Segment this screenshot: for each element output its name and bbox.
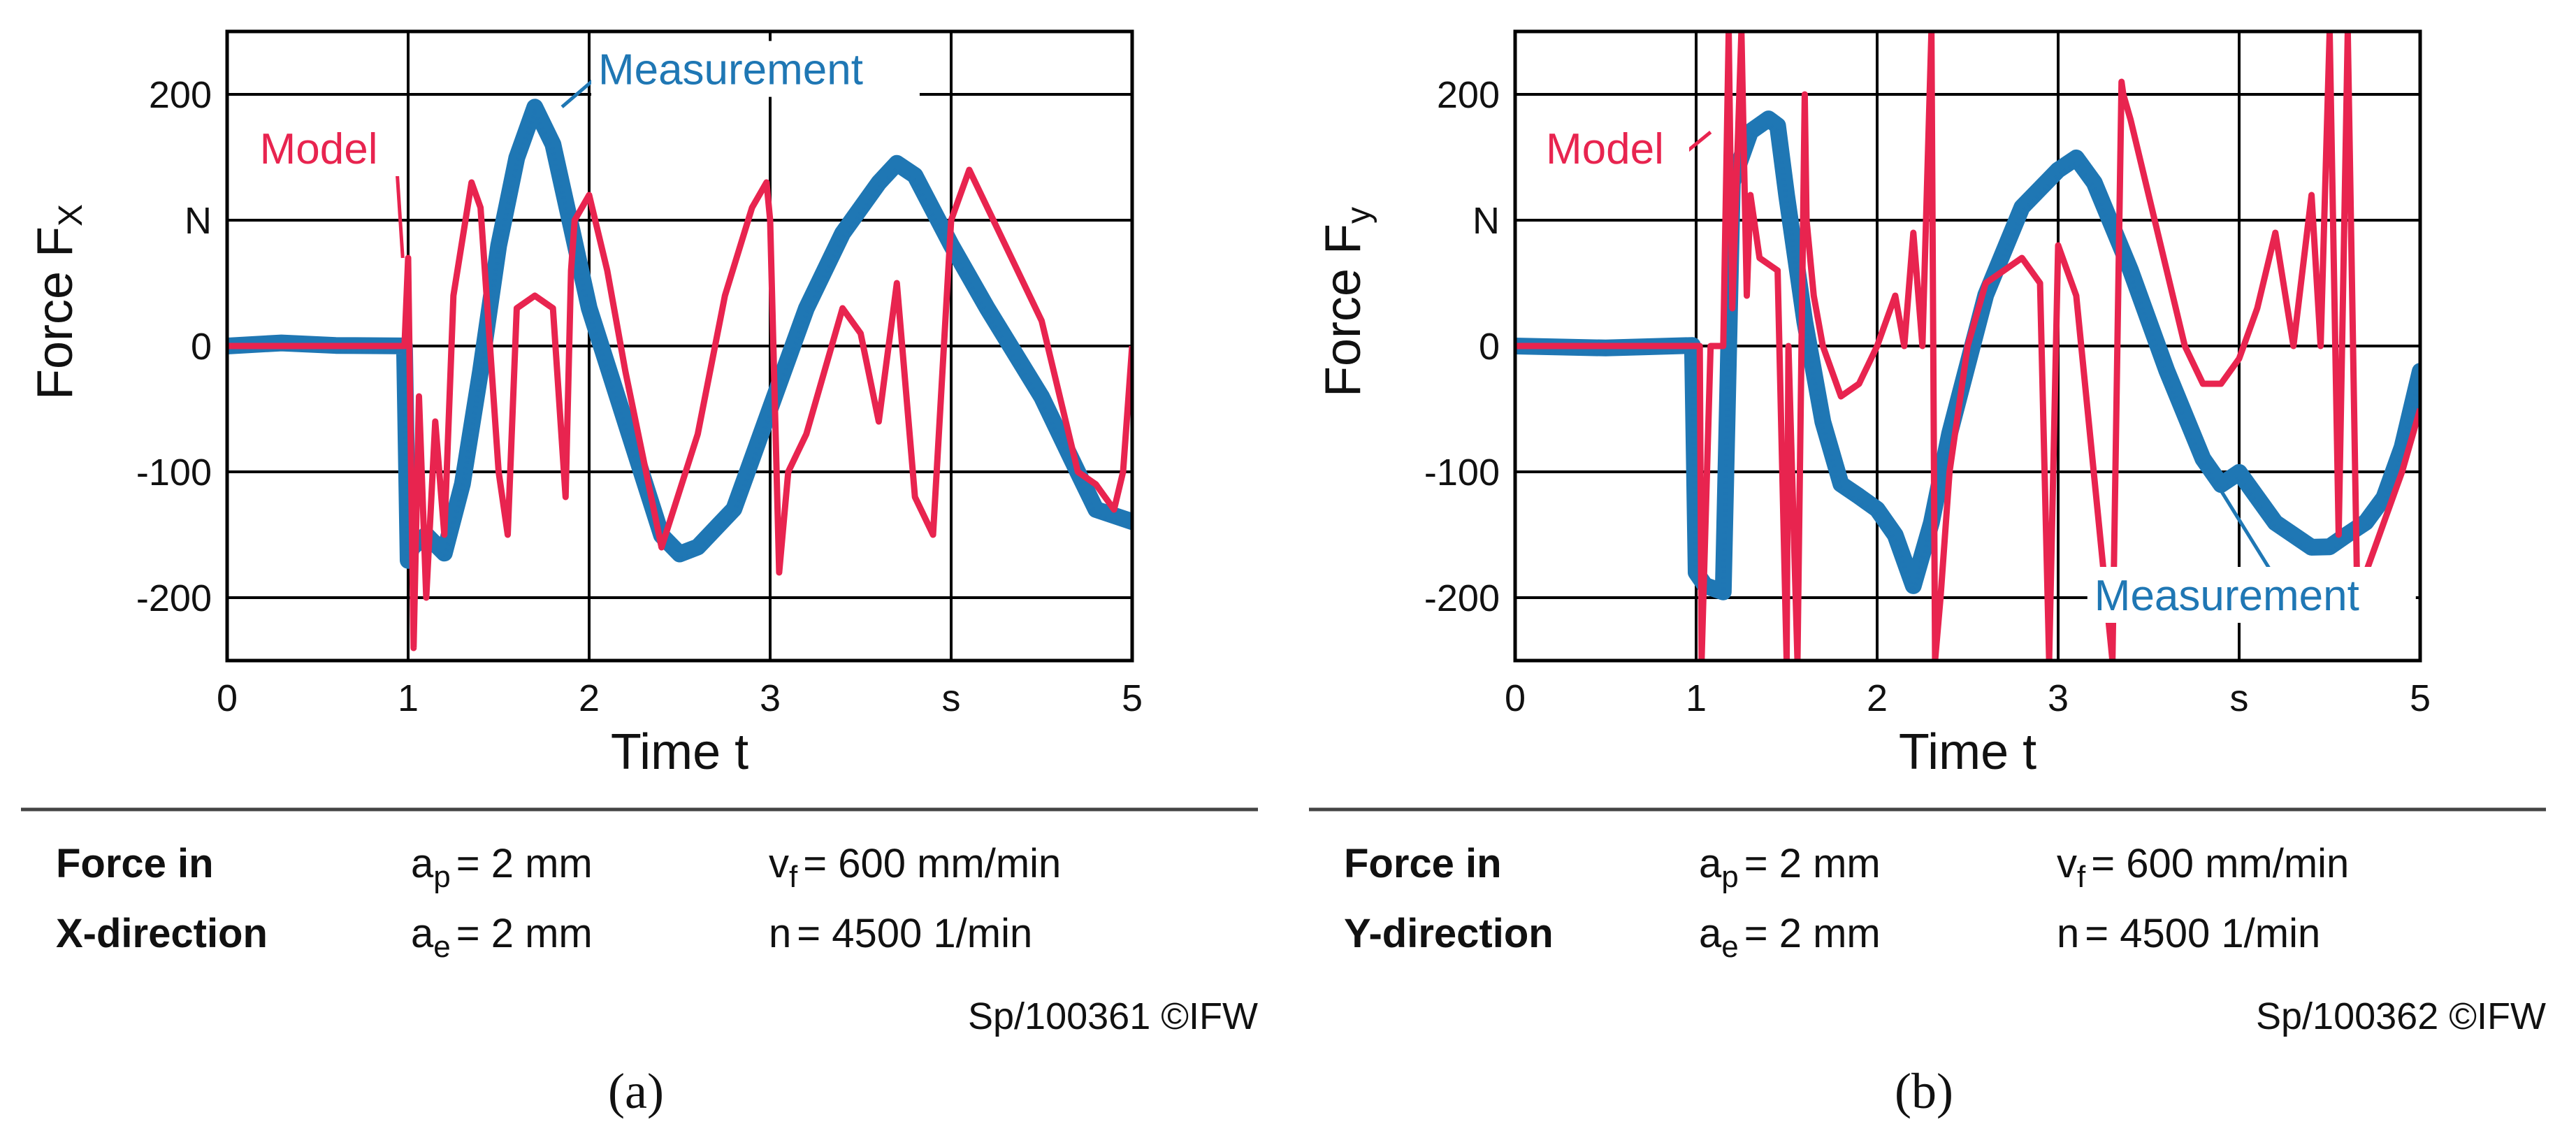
- panel-label: (a): [608, 1063, 664, 1119]
- param-vf-value: = 600 mm/min: [2091, 841, 2349, 886]
- y-tick-label: 200: [1437, 74, 1500, 116]
- series-group: [227, 99, 1132, 651]
- y-axis-label-sub: y: [1340, 207, 1377, 224]
- info-label-line2: X-direction: [56, 911, 268, 956]
- param-n-symbol: n: [2057, 911, 2079, 956]
- y-tick-label: -100: [1424, 452, 1500, 494]
- param-n: n = 4500 1/min: [769, 911, 1032, 956]
- param-n-symbol: n: [769, 911, 791, 956]
- param-ap-symbol: a: [411, 841, 434, 886]
- param-n-value: = 4500 1/min: [2085, 911, 2320, 956]
- param-ap-value: = 2 mm: [456, 841, 593, 886]
- param-ae-subscript: e: [433, 930, 450, 964]
- annotation-bg-model: [1539, 120, 1690, 176]
- annotation-bg-model: [252, 120, 403, 176]
- y-tick-label: -200: [1424, 577, 1500, 619]
- annotation-bg-measurement: [2087, 567, 2416, 623]
- x-tick-label: 3: [2048, 677, 2069, 719]
- param-ae: ae = 2 mm: [1699, 911, 1881, 964]
- series-group: [1515, 31, 2420, 661]
- x-tick-label: 0: [217, 677, 238, 719]
- annotation-bg-measurement: [591, 41, 920, 97]
- y-tick-label: 0: [1479, 326, 1500, 368]
- param-ap-subscript: p: [1721, 860, 1738, 894]
- param-n: n = 4500 1/min: [2057, 911, 2320, 956]
- credit-text: Sp/100361 ©IFW: [968, 995, 1258, 1037]
- series-line-model: [1515, 31, 2420, 661]
- param-ap-symbol: a: [1699, 841, 1722, 886]
- series-line-model: [227, 166, 1132, 651]
- info-label-line1: Force in: [1344, 841, 1502, 886]
- info-label-line1: Force in: [56, 841, 214, 886]
- param-vf: vf = 600 mm/min: [769, 841, 1061, 894]
- y-tick-label: 200: [149, 74, 212, 116]
- param-ae-subscript: e: [1721, 930, 1738, 964]
- x-axis-label: Time t: [1899, 724, 2036, 780]
- y-axis-label-main: Force F: [1315, 224, 1371, 397]
- param-n-value: = 4500 1/min: [797, 911, 1032, 956]
- param-ae-symbol: a: [1699, 911, 1722, 956]
- param-vf-value: = 600 mm/min: [803, 841, 1061, 886]
- param-ae-symbol: a: [411, 911, 434, 956]
- param-ap: ap = 2 mm: [1699, 841, 1881, 894]
- annotation-model: Model: [1546, 125, 1664, 173]
- param-vf-subscript: f: [789, 860, 798, 894]
- plot-frame: [1513, 29, 2422, 663]
- y-tick-label: -100: [136, 452, 212, 494]
- chart-panel-b: 0 1 2 3 s 5 200 N 0 -100 -200 Time t Force Fy Measure…: [1309, 29, 2546, 1119]
- x-tick-label: 0: [1505, 677, 1526, 719]
- y-axis-label-main: Force F: [27, 226, 83, 400]
- info-label-line2: Y-direction: [1344, 911, 1554, 956]
- y-tick-label: -200: [136, 577, 212, 619]
- param-ap-subscript: p: [433, 860, 450, 894]
- credit-text: Sp/100362 ©IFW: [2256, 995, 2546, 1037]
- param-ap: ap = 2 mm: [411, 841, 593, 894]
- x-tick-label: 2: [1867, 677, 1888, 719]
- x-tick-label: 5: [1122, 677, 1143, 719]
- x-tick-label: 1: [398, 677, 419, 719]
- annotation-measurement: Measurement: [2094, 572, 2359, 620]
- param-ap-value: = 2 mm: [1744, 841, 1881, 886]
- y-axis-label: Force FX: [27, 204, 89, 400]
- y-tick-label: N: [184, 200, 212, 242]
- panel-label: (b): [1895, 1063, 1953, 1119]
- x-tick-label: s: [2230, 677, 2249, 719]
- y-tick-label: N: [1472, 200, 1500, 242]
- y-axis-label: Force Fy: [1315, 207, 1377, 397]
- x-tick-label: 2: [579, 677, 600, 719]
- series-noise-measurement: [1515, 122, 2420, 601]
- param-vf-symbol: v: [769, 841, 789, 886]
- param-vf: vf = 600 mm/min: [2057, 841, 2349, 894]
- x-tick-label: s: [942, 677, 961, 719]
- annotation-measurement: Measurement: [598, 46, 863, 94]
- annotation-model: Model: [260, 125, 378, 173]
- plot-frame: [225, 29, 1134, 663]
- param-ae: ae = 2 mm: [411, 911, 593, 964]
- param-ae-value: = 2 mm: [456, 911, 593, 956]
- x-tick-label: 1: [1686, 677, 1707, 719]
- x-tick-label: 5: [2410, 677, 2431, 719]
- y-axis-label-sub: X: [52, 204, 89, 226]
- param-vf-subscript: f: [2077, 860, 2086, 894]
- param-vf-symbol: v: [2057, 841, 2077, 886]
- chart-panel-a: 0 1 2 3 s 5 200 N 0 -100 -200 Time t Force FX Measure…: [21, 29, 1258, 1119]
- param-ae-value: = 2 mm: [1744, 911, 1881, 956]
- x-tick-label: 3: [760, 677, 781, 719]
- x-axis-label: Time t: [611, 724, 748, 780]
- y-tick-label: 0: [191, 326, 212, 368]
